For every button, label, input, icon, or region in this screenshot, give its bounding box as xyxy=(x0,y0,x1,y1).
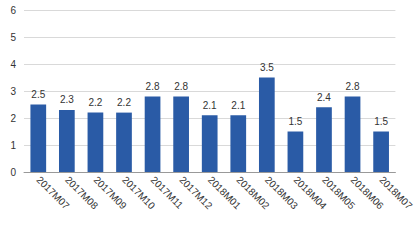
svg-text:2.5: 2.5 xyxy=(31,89,45,100)
svg-text:1.5: 1.5 xyxy=(374,116,388,127)
svg-text:4: 4 xyxy=(10,59,16,70)
svg-text:2018M02: 2018M02 xyxy=(234,174,272,212)
svg-text:2.8: 2.8 xyxy=(174,81,188,92)
svg-text:2: 2 xyxy=(10,113,16,124)
svg-text:2018M06: 2018M06 xyxy=(348,174,386,212)
svg-text:2018M03: 2018M03 xyxy=(262,174,301,212)
svg-text:2018M01: 2018M01 xyxy=(205,174,243,212)
svg-text:6: 6 xyxy=(10,5,16,16)
svg-text:2018M05: 2018M05 xyxy=(320,174,358,212)
svg-text:1.5: 1.5 xyxy=(288,116,302,127)
svg-text:2017M07: 2017M07 xyxy=(34,174,72,212)
svg-text:2.2: 2.2 xyxy=(88,97,102,108)
svg-text:2.4: 2.4 xyxy=(317,92,331,103)
svg-text:2017M11: 2017M11 xyxy=(148,174,186,211)
svg-text:2.3: 2.3 xyxy=(60,94,74,105)
svg-text:2017M10: 2017M10 xyxy=(120,174,158,212)
svg-text:3.5: 3.5 xyxy=(260,62,274,73)
svg-text:2.8: 2.8 xyxy=(146,81,160,92)
svg-text:2017M12: 2017M12 xyxy=(177,174,215,212)
svg-text:0: 0 xyxy=(10,167,16,178)
svg-text:2017M08: 2017M08 xyxy=(63,174,101,212)
svg-text:1: 1 xyxy=(10,140,16,151)
svg-text:2.8: 2.8 xyxy=(346,81,360,92)
svg-text:2017M09: 2017M09 xyxy=(91,174,129,212)
svg-text:5: 5 xyxy=(10,32,16,43)
svg-text:2018M04: 2018M04 xyxy=(291,174,329,212)
svg-text:2.1: 2.1 xyxy=(231,100,245,111)
svg-text:2.2: 2.2 xyxy=(117,97,131,108)
svg-text:2.1: 2.1 xyxy=(203,100,217,111)
svg-text:2018M07: 2018M07 xyxy=(377,174,415,212)
svg-text:3: 3 xyxy=(10,86,16,97)
